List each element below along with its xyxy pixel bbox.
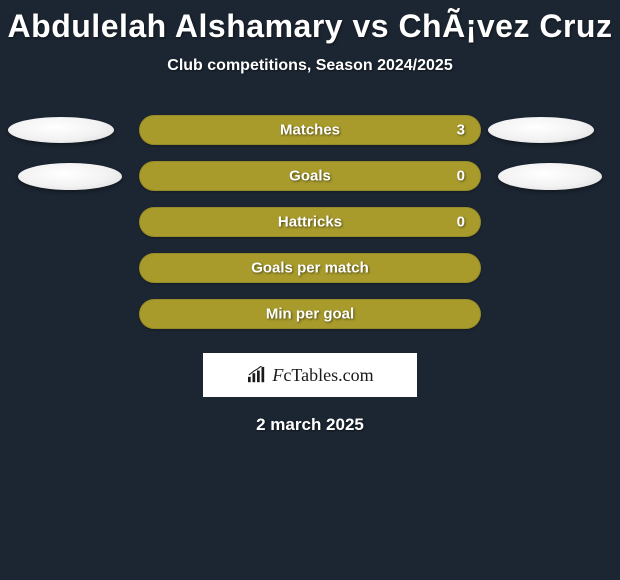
stat-row: Matches3 bbox=[0, 115, 620, 145]
card-title: Abdulelah Alshamary vs ChÃ¡vez Cruz bbox=[0, 8, 620, 45]
source-logo: FcTables.com bbox=[203, 353, 417, 397]
stat-label: Min per goal bbox=[139, 306, 481, 323]
stat-row: Goals0 bbox=[0, 161, 620, 191]
stat-label: Matches bbox=[139, 122, 481, 139]
player-right-marker bbox=[498, 163, 602, 190]
player-left-marker bbox=[18, 163, 122, 190]
stat-bar: Goals0 bbox=[139, 161, 481, 191]
stat-rows: Matches3Goals0Hattricks0Goals per matchM… bbox=[0, 115, 620, 329]
stat-value: 0 bbox=[457, 214, 465, 231]
stat-bar: Hattricks0 bbox=[139, 207, 481, 237]
stat-bar: Matches3 bbox=[139, 115, 481, 145]
card-date: 2 march 2025 bbox=[0, 415, 620, 435]
chart-icon bbox=[246, 366, 268, 384]
card-subtitle: Club competitions, Season 2024/2025 bbox=[0, 57, 620, 75]
stat-row: Min per goal bbox=[0, 299, 620, 329]
stat-bar: Min per goal bbox=[139, 299, 481, 329]
stat-row: Goals per match bbox=[0, 253, 620, 283]
stat-label: Goals per match bbox=[139, 260, 481, 277]
stat-value: 0 bbox=[457, 168, 465, 185]
logo-text: FcTables.com bbox=[272, 365, 373, 386]
player-left-marker bbox=[8, 117, 114, 143]
stat-bar: Goals per match bbox=[139, 253, 481, 283]
player-right-marker bbox=[488, 117, 594, 143]
stats-comparison-card: Abdulelah Alshamary vs ChÃ¡vez Cruz Club… bbox=[0, 8, 620, 580]
stat-row: Hattricks0 bbox=[0, 207, 620, 237]
stat-label: Hattricks bbox=[139, 214, 481, 231]
stat-label: Goals bbox=[139, 168, 481, 185]
stat-value: 3 bbox=[457, 122, 465, 139]
